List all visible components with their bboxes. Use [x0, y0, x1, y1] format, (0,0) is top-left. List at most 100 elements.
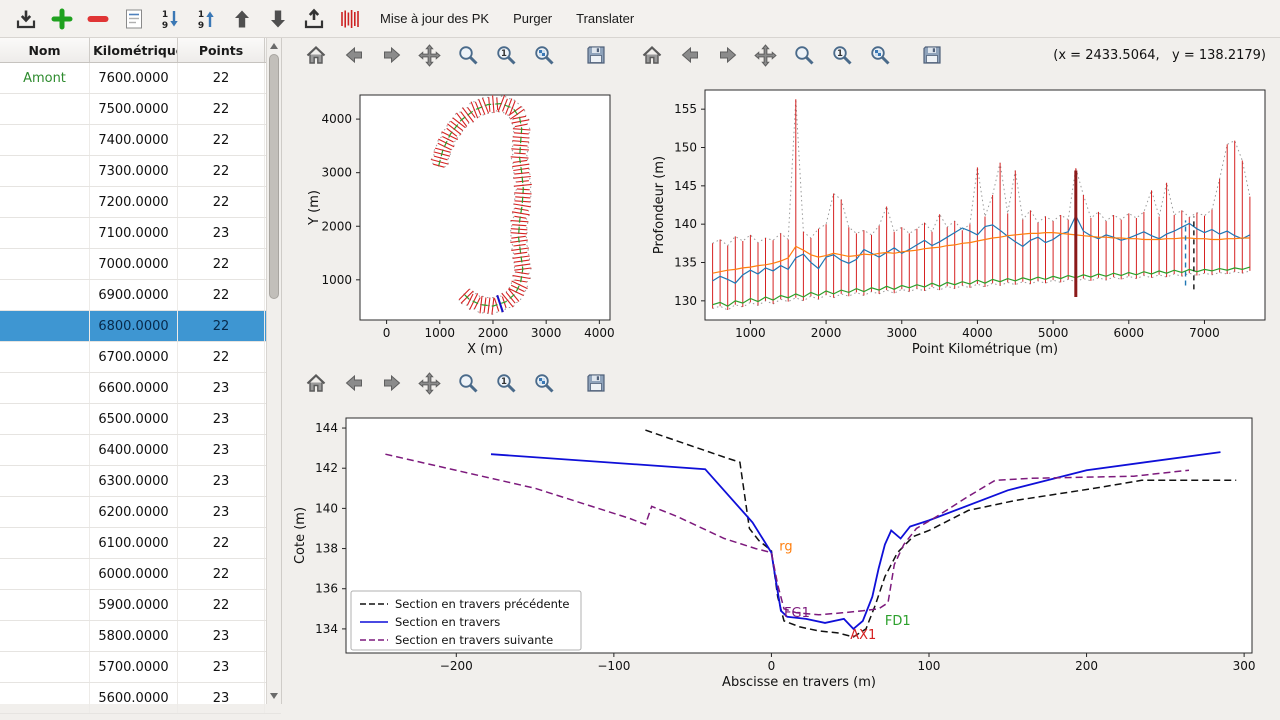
column-header-pk[interactable]: t Kilométrique: [90, 38, 178, 62]
table-row[interactable]: 6800.0000 22: [0, 311, 281, 342]
cell-points[interactable]: 22: [178, 311, 265, 341]
table-row[interactable]: 6300.0000 23: [0, 466, 281, 497]
delete-section-button[interactable]: [82, 3, 114, 35]
cell-nom[interactable]: [0, 621, 90, 651]
cell-pk[interactable]: 7300.0000: [90, 156, 178, 186]
sort-ascending-button[interactable]: 1 9: [190, 3, 222, 35]
cell-nom[interactable]: [0, 156, 90, 186]
cell-points[interactable]: 23: [178, 435, 265, 465]
table-row[interactable]: 7000.0000 22: [0, 249, 281, 280]
pan-button[interactable]: [416, 42, 443, 69]
cell-pk[interactable]: 5900.0000: [90, 590, 178, 620]
back-button[interactable]: [340, 370, 367, 397]
cell-pk[interactable]: 6800.0000: [90, 311, 178, 341]
table-row[interactable]: 6900.0000 22: [0, 280, 281, 311]
cell-nom[interactable]: [0, 683, 90, 713]
home-button[interactable]: [638, 42, 665, 69]
cell-points[interactable]: 22: [178, 559, 265, 589]
table-row[interactable]: 5800.0000 23: [0, 621, 281, 652]
cell-nom[interactable]: [0, 435, 90, 465]
cell-nom[interactable]: [0, 125, 90, 155]
cell-points[interactable]: 22: [178, 63, 265, 93]
column-header-nom[interactable]: Nom: [0, 38, 90, 62]
cell-pk[interactable]: 7200.0000: [90, 187, 178, 217]
cell-nom[interactable]: [0, 249, 90, 279]
scrollbar-up-icon[interactable]: [270, 43, 278, 49]
table-row[interactable]: 5900.0000 22: [0, 590, 281, 621]
table-row[interactable]: 7500.0000 22: [0, 94, 281, 125]
table-row[interactable]: 6500.0000 23: [0, 404, 281, 435]
cell-pk[interactable]: 5800.0000: [90, 621, 178, 651]
save-figure-button[interactable]: [582, 42, 609, 69]
cell-pk[interactable]: 6200.0000: [90, 497, 178, 527]
cell-points[interactable]: 22: [178, 342, 265, 372]
cell-points[interactable]: 23: [178, 497, 265, 527]
cell-nom[interactable]: [0, 373, 90, 403]
table-row[interactable]: 7300.0000 22: [0, 156, 281, 187]
sort-descending-button[interactable]: 1 9: [154, 3, 186, 35]
cell-points[interactable]: 22: [178, 280, 265, 310]
table-row[interactable]: 6200.0000 23: [0, 497, 281, 528]
purge-button[interactable]: Purger: [503, 5, 562, 32]
cell-nom[interactable]: [0, 590, 90, 620]
cell-points[interactable]: 22: [178, 94, 265, 124]
cell-points[interactable]: 23: [178, 466, 265, 496]
cell-pk[interactable]: 6900.0000: [90, 280, 178, 310]
forward-button[interactable]: [714, 42, 741, 69]
zoom-one-button[interactable]: 1: [828, 42, 855, 69]
back-button[interactable]: [676, 42, 703, 69]
table-row[interactable]: 7400.0000 22: [0, 125, 281, 156]
zoom-button[interactable]: [790, 42, 817, 69]
zoom-button[interactable]: [454, 42, 481, 69]
home-button[interactable]: [302, 370, 329, 397]
cell-points[interactable]: 23: [178, 404, 265, 434]
update-pk-button[interactable]: Mise à jour des PK: [370, 5, 499, 32]
cell-nom[interactable]: [0, 342, 90, 372]
cell-nom[interactable]: [0, 559, 90, 589]
move-down-button[interactable]: [262, 3, 294, 35]
pan-button[interactable]: [416, 370, 443, 397]
table-row[interactable]: 5600.0000 23: [0, 683, 281, 714]
table-row[interactable]: 5700.0000 23: [0, 652, 281, 683]
cell-pk[interactable]: 6300.0000: [90, 466, 178, 496]
table-row[interactable]: 6700.0000 22: [0, 342, 281, 373]
forward-button[interactable]: [378, 42, 405, 69]
cell-pk[interactable]: 6100.0000: [90, 528, 178, 558]
cell-pk[interactable]: 7400.0000: [90, 125, 178, 155]
cell-points[interactable]: 22: [178, 249, 265, 279]
scrollbar-thumb[interactable]: [269, 54, 279, 299]
cell-nom[interactable]: [0, 187, 90, 217]
cell-pk[interactable]: 7000.0000: [90, 249, 178, 279]
cross-section-plot[interactable]: −200 −100 0 100 200 300 134 136 138 140 142 144 Absc…: [284, 400, 1280, 702]
scrollbar-down-icon[interactable]: [270, 693, 278, 699]
cell-points[interactable]: 23: [178, 621, 265, 651]
cell-points[interactable]: 23: [178, 683, 265, 713]
table-row[interactable]: 6000.0000 22: [0, 559, 281, 590]
cell-nom[interactable]: [0, 466, 90, 496]
table-row[interactable]: 7100.0000 23: [0, 218, 281, 249]
cell-pk[interactable]: 5700.0000: [90, 652, 178, 682]
translate-button[interactable]: Translater: [566, 5, 644, 32]
forward-button[interactable]: [378, 370, 405, 397]
cell-pk[interactable]: 7600.0000: [90, 63, 178, 93]
table-row[interactable]: Amont 7600.0000 22: [0, 63, 281, 94]
cell-pk[interactable]: 6600.0000: [90, 373, 178, 403]
zoom-one-button[interactable]: 1: [492, 370, 519, 397]
cell-nom[interactable]: [0, 652, 90, 682]
edit-sections-button[interactable]: [118, 3, 150, 35]
cell-nom[interactable]: [0, 218, 90, 248]
save-figure-button[interactable]: [582, 370, 609, 397]
cell-points[interactable]: 22: [178, 187, 265, 217]
cell-points[interactable]: 22: [178, 125, 265, 155]
add-section-button[interactable]: [46, 3, 78, 35]
zoom-region-button[interactable]: [866, 42, 893, 69]
pan-button[interactable]: [752, 42, 779, 69]
sections-display-button[interactable]: [334, 3, 366, 35]
cell-pk[interactable]: 6000.0000: [90, 559, 178, 589]
cell-nom[interactable]: [0, 311, 90, 341]
cell-nom[interactable]: [0, 497, 90, 527]
cell-pk[interactable]: 5600.0000: [90, 683, 178, 713]
export-button[interactable]: [298, 3, 330, 35]
save-figure-button[interactable]: [918, 42, 945, 69]
table-row[interactable]: 6100.0000 22: [0, 528, 281, 559]
